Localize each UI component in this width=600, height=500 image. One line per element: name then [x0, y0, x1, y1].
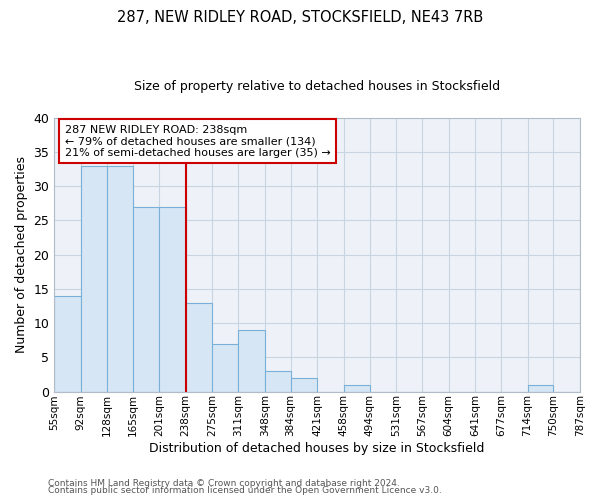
- Bar: [159, 207, 186, 392]
- Bar: [81, 166, 107, 392]
- Bar: [107, 166, 133, 392]
- Text: 287 NEW RIDLEY ROAD: 238sqm
← 79% of detached houses are smaller (134)
21% of se: 287 NEW RIDLEY ROAD: 238sqm ← 79% of det…: [65, 124, 331, 158]
- Bar: [238, 330, 265, 392]
- Bar: [344, 384, 370, 392]
- Text: 287, NEW RIDLEY ROAD, STOCKSFIELD, NE43 7RB: 287, NEW RIDLEY ROAD, STOCKSFIELD, NE43 …: [117, 10, 483, 25]
- Bar: [186, 302, 212, 392]
- Y-axis label: Number of detached properties: Number of detached properties: [15, 156, 28, 353]
- Text: Contains public sector information licensed under the Open Government Licence v3: Contains public sector information licen…: [48, 486, 442, 495]
- Bar: [212, 344, 238, 392]
- Text: Contains HM Land Registry data © Crown copyright and database right 2024.: Contains HM Land Registry data © Crown c…: [48, 478, 400, 488]
- X-axis label: Distribution of detached houses by size in Stocksfield: Distribution of detached houses by size …: [149, 442, 485, 455]
- Bar: [527, 384, 553, 392]
- Bar: [290, 378, 317, 392]
- Bar: [54, 296, 81, 392]
- Bar: [133, 207, 159, 392]
- Bar: [265, 371, 290, 392]
- Title: Size of property relative to detached houses in Stocksfield: Size of property relative to detached ho…: [134, 80, 500, 93]
